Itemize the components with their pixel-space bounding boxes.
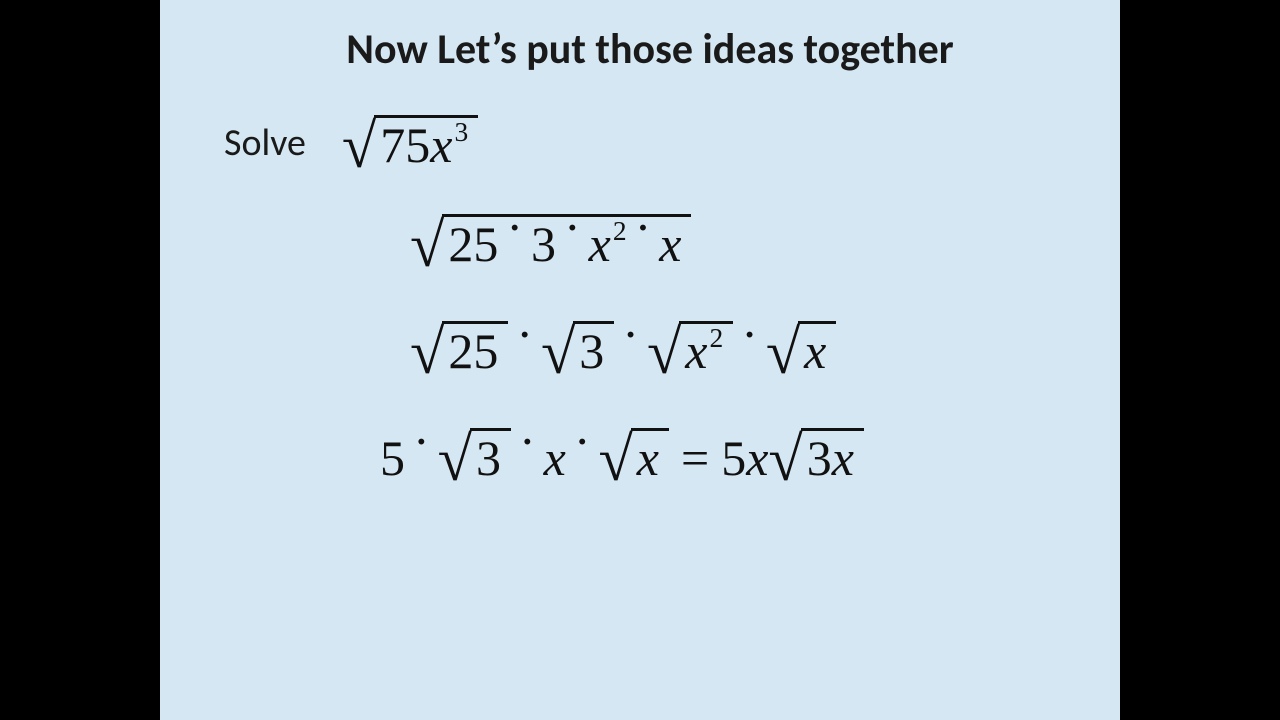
solve-row: Solve √ 75x3	[224, 115, 1080, 170]
expr2-a: 25	[448, 219, 498, 269]
expr4-rhs-radvar: x	[832, 433, 854, 483]
radical-icon: √ 3	[541, 321, 614, 376]
expr3-r1: 25	[448, 326, 498, 376]
expr3-var1: x	[685, 326, 707, 376]
expr4-rhs-var: x	[746, 433, 768, 483]
expr1-num: 75	[380, 120, 430, 170]
radical-icon: √ x	[766, 321, 837, 376]
expr3-var2: x	[804, 326, 826, 376]
expr4-rhs-coef: 5	[721, 433, 746, 483]
radical-icon: √ x	[598, 428, 669, 483]
expr4-lhs-coef: 5	[380, 433, 405, 483]
expr4-lhs-var1: x	[544, 433, 566, 483]
expr-1: √ 75x3	[342, 115, 478, 170]
expr1-exp: 3	[454, 118, 468, 146]
radical-icon: √ 3x	[768, 428, 864, 483]
expr4-lhs-rad1: 3	[476, 433, 501, 483]
expr4-lhs-radvar: x	[637, 433, 659, 483]
expr2-exp: 2	[613, 217, 627, 245]
slide: Now Let’s put those ideas together Solve…	[160, 0, 1120, 720]
expr4-rhs-radnum: 3	[807, 433, 832, 483]
expr3-r2: 3	[579, 326, 604, 376]
expr2-var1: x	[589, 219, 611, 269]
expr2-b: 3	[531, 219, 556, 269]
expr-3: √ 25 · √ 3 · √ x2 · √ x	[410, 321, 1080, 376]
radical-icon: √ x2	[647, 321, 733, 376]
radical-icon: √ 25	[410, 321, 508, 376]
radical-icon: √ 25·3·x2·x	[410, 214, 691, 269]
expr1-var: x	[430, 120, 452, 170]
expr-2: √ 25·3·x2·x	[410, 214, 1080, 269]
slide-title: Now Let’s put those ideas together	[220, 24, 1080, 75]
expr3-exp: 2	[709, 324, 723, 352]
expr2-var2: x	[659, 219, 681, 269]
radical-icon: √ 75x3	[342, 115, 478, 170]
expr-4: 5 · √ 3 · x · √ x = 5x √ 3x	[380, 428, 1080, 483]
radical-icon: √ 3	[438, 428, 511, 483]
solve-label: Solve	[224, 120, 306, 166]
